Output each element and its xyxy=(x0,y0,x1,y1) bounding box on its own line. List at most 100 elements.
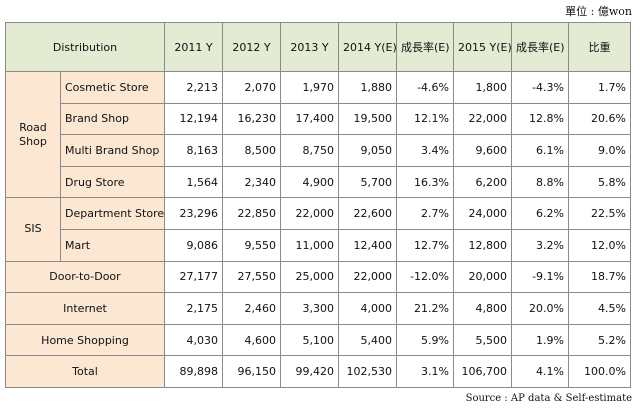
cell: 21.2% xyxy=(396,292,454,325)
table-row: Drug Store 1,564 2,340 4,900 5,700 16.3%… xyxy=(6,165,631,199)
cell: 25,000 xyxy=(280,260,339,294)
cell: 9.0% xyxy=(568,134,631,167)
row-label: Door-to-Door xyxy=(5,260,165,294)
cell: 27,550 xyxy=(222,260,281,294)
cell: 6,200 xyxy=(453,165,512,199)
cell: 19,500 xyxy=(338,102,397,136)
cell: 1,880 xyxy=(338,71,397,104)
cell: 20,000 xyxy=(453,260,512,294)
cell: 2,340 xyxy=(222,165,281,199)
cell: 18.7% xyxy=(568,260,631,294)
header-row: Distribution 2011 Y 2012 Y 2013 Y 2014 Y… xyxy=(5,22,631,72)
cell: 3.4% xyxy=(396,134,454,167)
table-row: Road Shop Cosmetic Store 2,213 2,070 1,9… xyxy=(5,70,631,199)
cell: 12.7% xyxy=(396,228,454,262)
cell: 12,800 xyxy=(453,228,512,262)
distribution-table: Distribution 2011 Y 2012 Y 2013 Y 2014 Y… xyxy=(5,22,631,388)
cell: 27,177 xyxy=(164,260,223,294)
cell: 5,100 xyxy=(280,323,339,357)
header-2015e: 2015 Y(E) xyxy=(453,22,512,72)
table-row: Multi Brand Shop 8,163 8,500 8,750 9,050… xyxy=(6,134,631,167)
table-row: Internet 2,175 2,460 3,300 4,000 21.2% 4… xyxy=(5,292,631,325)
cell: 1,564 xyxy=(164,165,223,199)
cell: 17,400 xyxy=(280,102,339,136)
cell: 89,898 xyxy=(164,355,223,388)
cell: 99,420 xyxy=(280,355,339,388)
cell: 16,230 xyxy=(222,102,281,136)
cell: 22,850 xyxy=(222,197,281,230)
cell: 12,194 xyxy=(164,102,223,136)
cell: 2,460 xyxy=(222,292,281,325)
cell: 9,550 xyxy=(222,228,281,262)
cell: 23,296 xyxy=(164,197,223,230)
table-row: Mart 9,086 9,550 11,000 12,400 12.7% 12,… xyxy=(6,228,631,262)
cell: 5.8% xyxy=(568,165,631,199)
row-label: Drug Store xyxy=(60,165,165,199)
cell: 4.5% xyxy=(568,292,631,325)
table-row: Door-to-Door 27,177 27,550 25,000 22,000… xyxy=(5,260,631,294)
table-row: Home Shopping 4,030 4,600 5,100 5,400 5.… xyxy=(5,323,631,357)
cell: 106,700 xyxy=(453,355,512,388)
cell: 3.1% xyxy=(396,355,454,388)
cell: 4,900 xyxy=(280,165,339,199)
cell: 22,000 xyxy=(280,197,339,230)
cell: 8,750 xyxy=(280,134,339,167)
header-2012: 2012 Y xyxy=(222,22,281,72)
cell: 9,050 xyxy=(338,134,397,167)
cell: 22,600 xyxy=(338,197,397,230)
cell: 3,300 xyxy=(280,292,339,325)
cell: 2,175 xyxy=(164,292,223,325)
cell: 1,970 xyxy=(280,71,339,104)
row-label: Cosmetic Store xyxy=(60,71,165,104)
cell: 4,800 xyxy=(453,292,512,325)
group-road-shop: Road Shop xyxy=(5,70,61,199)
table-row: SIS Department Store 23,296 22,850 22,00… xyxy=(5,197,631,262)
cell: -4.3% xyxy=(511,71,569,104)
cell: 4,030 xyxy=(164,323,223,357)
cell: 6.1% xyxy=(511,134,569,167)
header-2011: 2011 Y xyxy=(164,22,223,72)
header-2014e: 2014 Y(E) xyxy=(338,22,397,72)
row-label: Total xyxy=(5,355,165,388)
row-label: Mart xyxy=(60,228,165,262)
cell: 12.1% xyxy=(396,102,454,136)
cell: 12.8% xyxy=(511,102,569,136)
table-row: Brand Shop 12,194 16,230 17,400 19,500 1… xyxy=(6,102,631,136)
header-growth-2015: 成長率(E) xyxy=(511,22,569,72)
cell: 9,086 xyxy=(164,228,223,262)
header-2013: 2013 Y xyxy=(280,22,339,72)
header-distribution: Distribution xyxy=(5,22,165,72)
row-label: Brand Shop xyxy=(60,102,165,136)
cell: 2,213 xyxy=(164,71,223,104)
cell: 5,700 xyxy=(338,165,397,199)
cell: 9,600 xyxy=(453,134,512,167)
cell: -12.0% xyxy=(396,260,454,294)
cell: 100.0% xyxy=(568,355,631,388)
cell: 1.9% xyxy=(511,323,569,357)
cell: 22,000 xyxy=(453,102,512,136)
cell: 8,500 xyxy=(222,134,281,167)
cell: 5,400 xyxy=(338,323,397,357)
source-note: Source : AP data & Self-estimate xyxy=(465,393,632,404)
cell: 2,070 xyxy=(222,71,281,104)
group-sis: SIS xyxy=(5,197,61,262)
cell: 5.2% xyxy=(568,323,631,357)
cell: 5,500 xyxy=(453,323,512,357)
cell: 4,000 xyxy=(338,292,397,325)
cell: 22.5% xyxy=(568,197,631,230)
cell: 16.3% xyxy=(396,165,454,199)
cell: 5.9% xyxy=(396,323,454,357)
cell: 11,000 xyxy=(280,228,339,262)
cell: 1.7% xyxy=(568,71,631,104)
cell: 24,000 xyxy=(453,197,512,230)
cell: 22,000 xyxy=(338,260,397,294)
cell: 8.8% xyxy=(511,165,569,199)
cell: 8,163 xyxy=(164,134,223,167)
cell: 6.2% xyxy=(511,197,569,230)
cell: 20.0% xyxy=(511,292,569,325)
cell: -9.1% xyxy=(511,260,569,294)
table-row-total: Total 89,898 96,150 99,420 102,530 3.1% … xyxy=(5,355,631,388)
header-share: 比重 xyxy=(568,22,631,72)
cell: 2.7% xyxy=(396,197,454,230)
cell: 4,600 xyxy=(222,323,281,357)
